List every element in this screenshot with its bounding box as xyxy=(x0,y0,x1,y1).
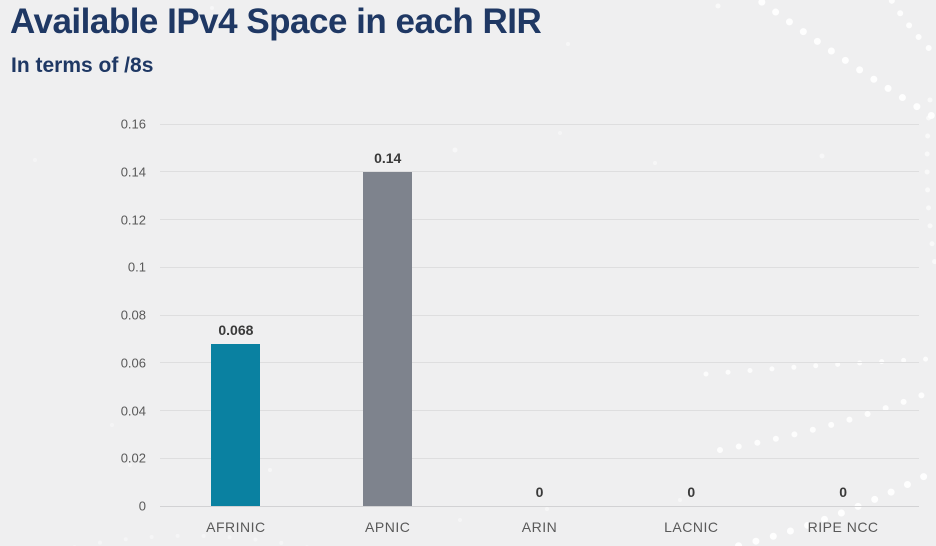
y-gridline xyxy=(160,171,919,173)
y-axis-tick-label: 0.08 xyxy=(120,307,146,323)
y-axis-tick-label: 0.1 xyxy=(127,259,146,275)
y-axis-tick-label: 0 xyxy=(138,498,146,514)
y-axis-tick-label: 0.14 xyxy=(120,164,146,180)
y-axis-tick-label: 0.16 xyxy=(120,116,146,132)
data-label-ripe-ncc: 0 xyxy=(839,484,847,500)
bar-afrinic xyxy=(211,343,261,506)
data-label-apnic: 0.14 xyxy=(374,149,402,166)
data-label-lacnic: 0 xyxy=(687,484,696,500)
y-gridline xyxy=(160,219,919,220)
data-label-afrinic: 0.068 xyxy=(218,321,254,338)
x-axis-category-label: RIPE NCC xyxy=(807,519,879,535)
y-gridline xyxy=(160,266,919,268)
chart-plot-area: 0 0.02 0.04 0.06 0.08 0.1 0.12 0.14 0.16 0.068 AFR… xyxy=(121,117,919,535)
y-gridline xyxy=(160,314,919,316)
y-gridline xyxy=(160,410,919,411)
x-axis-category-label: APNIC xyxy=(365,519,411,535)
data-label-arin: 0 xyxy=(535,484,544,500)
page-title: Available IPv4 Space in each RIR xyxy=(10,2,542,41)
y-gridline xyxy=(160,457,919,459)
y-axis-tick-label: 0.12 xyxy=(120,212,146,227)
x-axis-category-label: AFRINIC xyxy=(206,519,266,535)
page-subtitle: In terms of /8s xyxy=(11,54,154,77)
y-axis-tick-label: 0.04 xyxy=(120,403,146,418)
x-axis-category-label: ARIN xyxy=(521,519,558,535)
y-axis-tick-label: 0.02 xyxy=(120,450,146,466)
y-axis-tick-label: 0.06 xyxy=(120,355,146,371)
x-axis-category-label: LACNIC xyxy=(664,519,719,535)
x-axis-line xyxy=(160,505,919,507)
y-gridline xyxy=(160,123,919,125)
bar-apnic xyxy=(363,171,413,506)
y-gridline xyxy=(160,362,919,364)
